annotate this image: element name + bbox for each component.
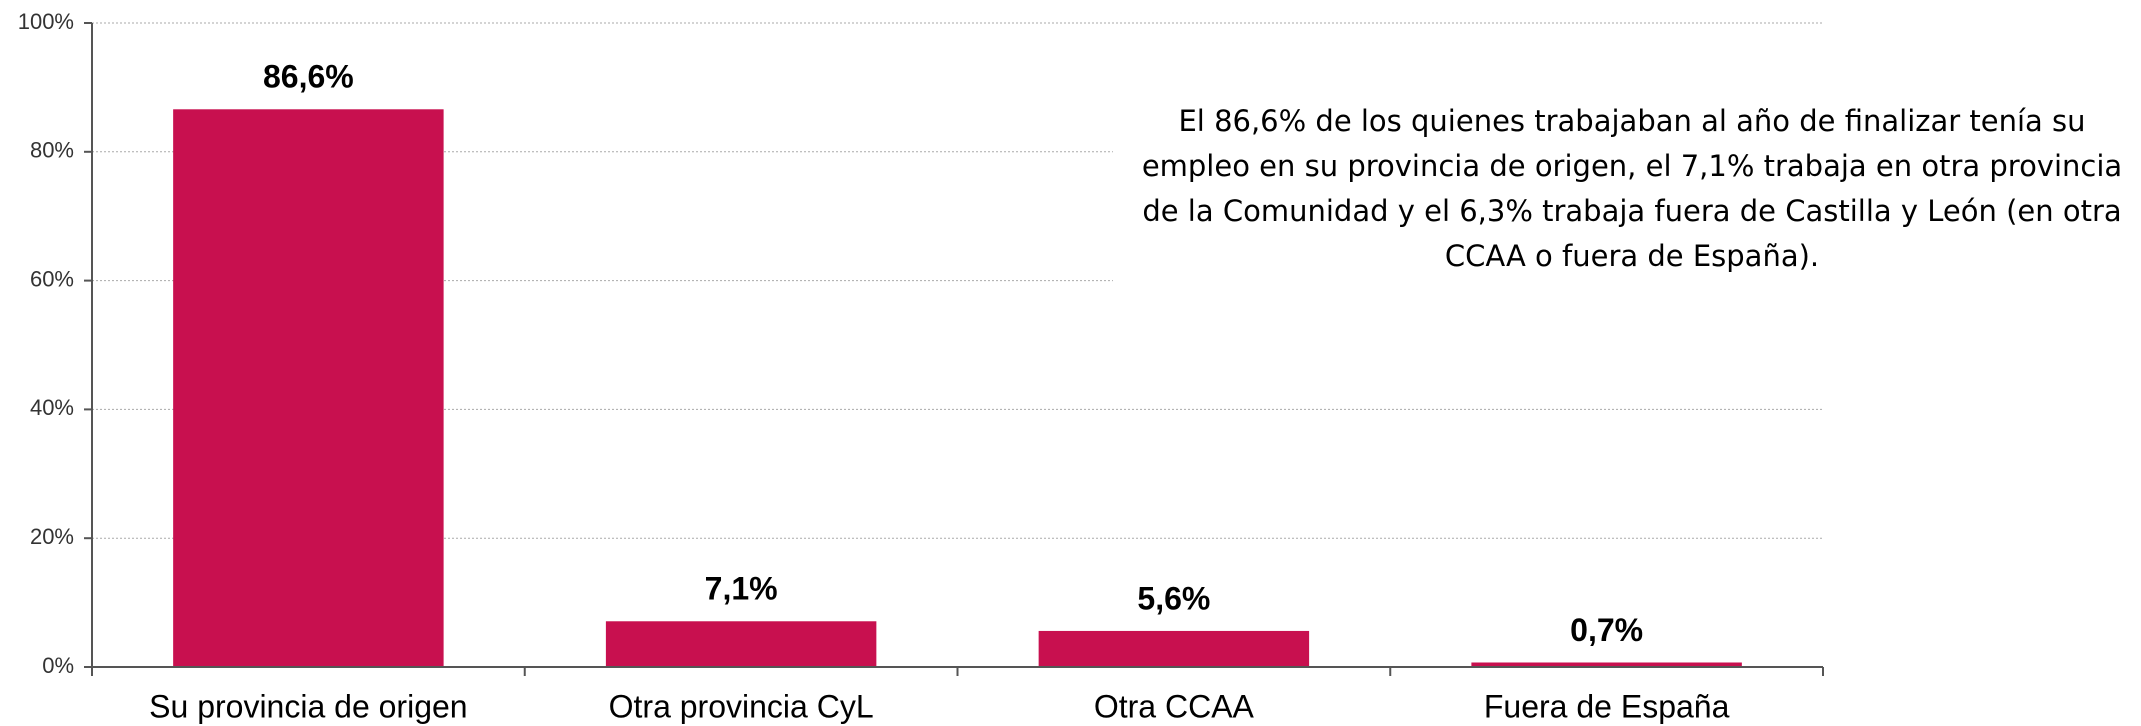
y-tick-label: 100% bbox=[18, 9, 74, 34]
x-tick-label: Otra CCAA bbox=[1094, 688, 1255, 724]
annotation: CCAA o fuera de España). bbox=[1445, 239, 1819, 273]
value-label: 0,7% bbox=[1570, 612, 1643, 648]
annotation: El 86,6% de los quienes trabajaban al añ… bbox=[1178, 104, 2085, 138]
x-tick-label: Su provincia de origen bbox=[149, 688, 467, 724]
x-tick-label: Fuera de España bbox=[1484, 688, 1730, 724]
bar bbox=[173, 109, 444, 667]
bar bbox=[1038, 630, 1310, 667]
bar bbox=[1471, 662, 1742, 667]
bar bbox=[605, 621, 877, 667]
annotation-box bbox=[1113, 95, 2141, 287]
annotation: empleo en su provincia de origen, el 7,1… bbox=[1142, 149, 2122, 183]
annotation: de la Comunidad y el 6,3% trabaja fuera … bbox=[1142, 194, 2121, 228]
value-label: 86,6% bbox=[263, 59, 354, 95]
y-tick-label: 0% bbox=[42, 653, 74, 678]
x-tick-label: Otra provincia CyL bbox=[609, 688, 874, 724]
value-label: 7,1% bbox=[705, 571, 778, 607]
y-tick-label: 20% bbox=[30, 524, 74, 549]
y-tick-label: 40% bbox=[30, 395, 74, 420]
y-tick-label: 60% bbox=[30, 266, 74, 291]
y-tick-label: 80% bbox=[30, 138, 74, 163]
value-label: 5,6% bbox=[1137, 580, 1210, 616]
